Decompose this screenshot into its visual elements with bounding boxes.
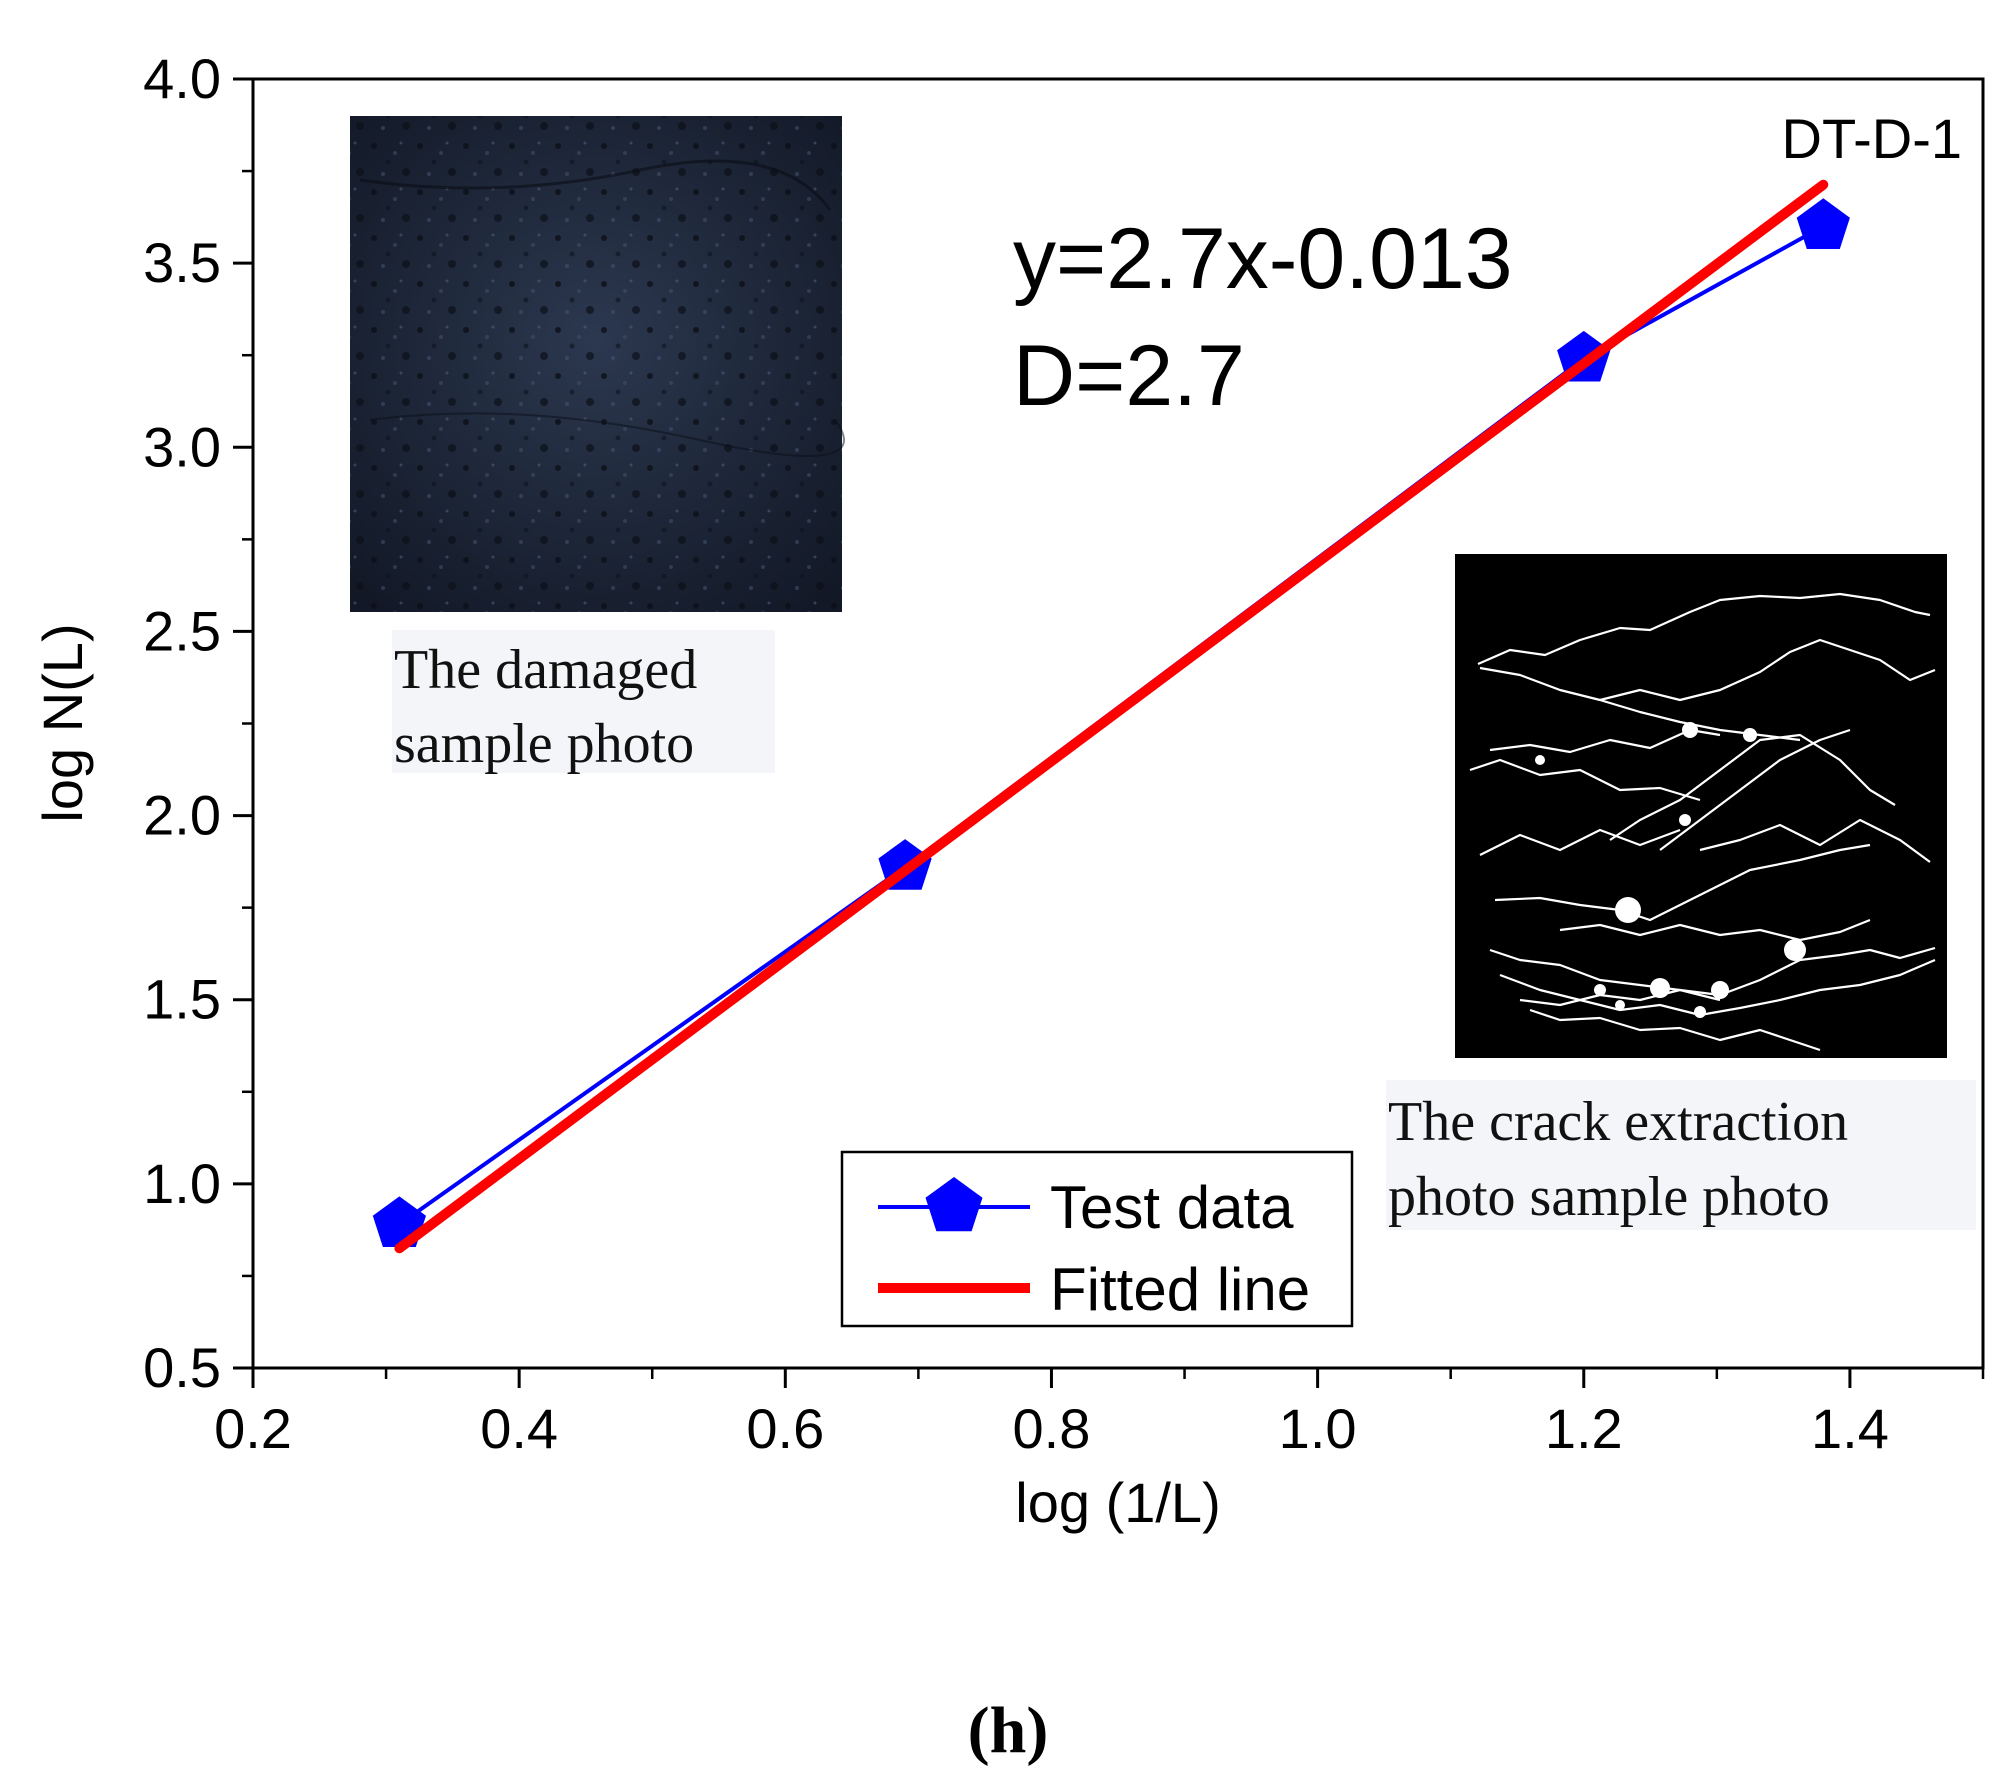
legend: Test data Fitted line bbox=[840, 1150, 1354, 1328]
y-tick-label: 0.5 bbox=[143, 1336, 221, 1399]
crack-extraction-photo bbox=[1455, 554, 1947, 1058]
x-axis-title: log (1/L) bbox=[1015, 1471, 1220, 1534]
y-axis-title: log N(L) bbox=[31, 623, 94, 822]
x-tick-label: 1.2 bbox=[1545, 1397, 1623, 1460]
y-axis-ticks: 0.5 1.0 1.5 2.0 2.5 3.0 3.5 4.0 bbox=[143, 47, 253, 1399]
x-tick-label: 1.4 bbox=[1811, 1397, 1889, 1460]
y-tick-label: 2.5 bbox=[143, 599, 221, 662]
y-tick-label: 3.0 bbox=[143, 415, 221, 478]
y-tick-label: 1.0 bbox=[143, 1152, 221, 1215]
y-tick-label: 2.0 bbox=[143, 784, 221, 847]
fractal-dimension: D=2.7 bbox=[1013, 328, 1245, 424]
y-tick-label: 4.0 bbox=[143, 47, 221, 110]
crack-caption-box bbox=[1386, 1080, 1976, 1230]
legend-label-fitted-line: Fitted line bbox=[1050, 1256, 1310, 1323]
test-data-point bbox=[1796, 198, 1850, 249]
x-tick-label: 0.6 bbox=[746, 1397, 824, 1460]
fitted-line bbox=[394, 179, 1829, 1254]
legend-label-test-data: Test data bbox=[1050, 1174, 1294, 1241]
panel-label: (h) bbox=[968, 1694, 1049, 1767]
damaged-caption-line2: sample photo bbox=[394, 713, 694, 775]
x-axis-ticks: 0.2 0.4 0.6 0.8 1.0 1.2 1.4 bbox=[214, 1368, 1985, 1460]
x-tick-label: 0.4 bbox=[480, 1397, 558, 1460]
legend-box bbox=[840, 1150, 1354, 1328]
damaged-caption-box bbox=[392, 630, 775, 773]
x-tick-label: 1.0 bbox=[1279, 1397, 1357, 1460]
damaged-caption-line1: The damaged bbox=[394, 639, 697, 701]
sample-label: DT-D-1 bbox=[1782, 107, 1962, 170]
crack-caption-line2: photo sample photo bbox=[1388, 1166, 1830, 1228]
crack-caption-line1: The crack extraction bbox=[1388, 1091, 1848, 1153]
x-tick-label: 0.8 bbox=[1013, 1397, 1091, 1460]
y-tick-label: 1.5 bbox=[143, 968, 221, 1031]
damaged-sample-photo bbox=[350, 116, 845, 612]
x-tick-label: 0.2 bbox=[214, 1397, 292, 1460]
legend-marker-test-data bbox=[925, 1177, 983, 1232]
series-layer bbox=[372, 179, 1850, 1254]
y-tick-label: 3.5 bbox=[143, 231, 221, 294]
fit-equation: y=2.7x-0.013 bbox=[1013, 211, 1513, 307]
